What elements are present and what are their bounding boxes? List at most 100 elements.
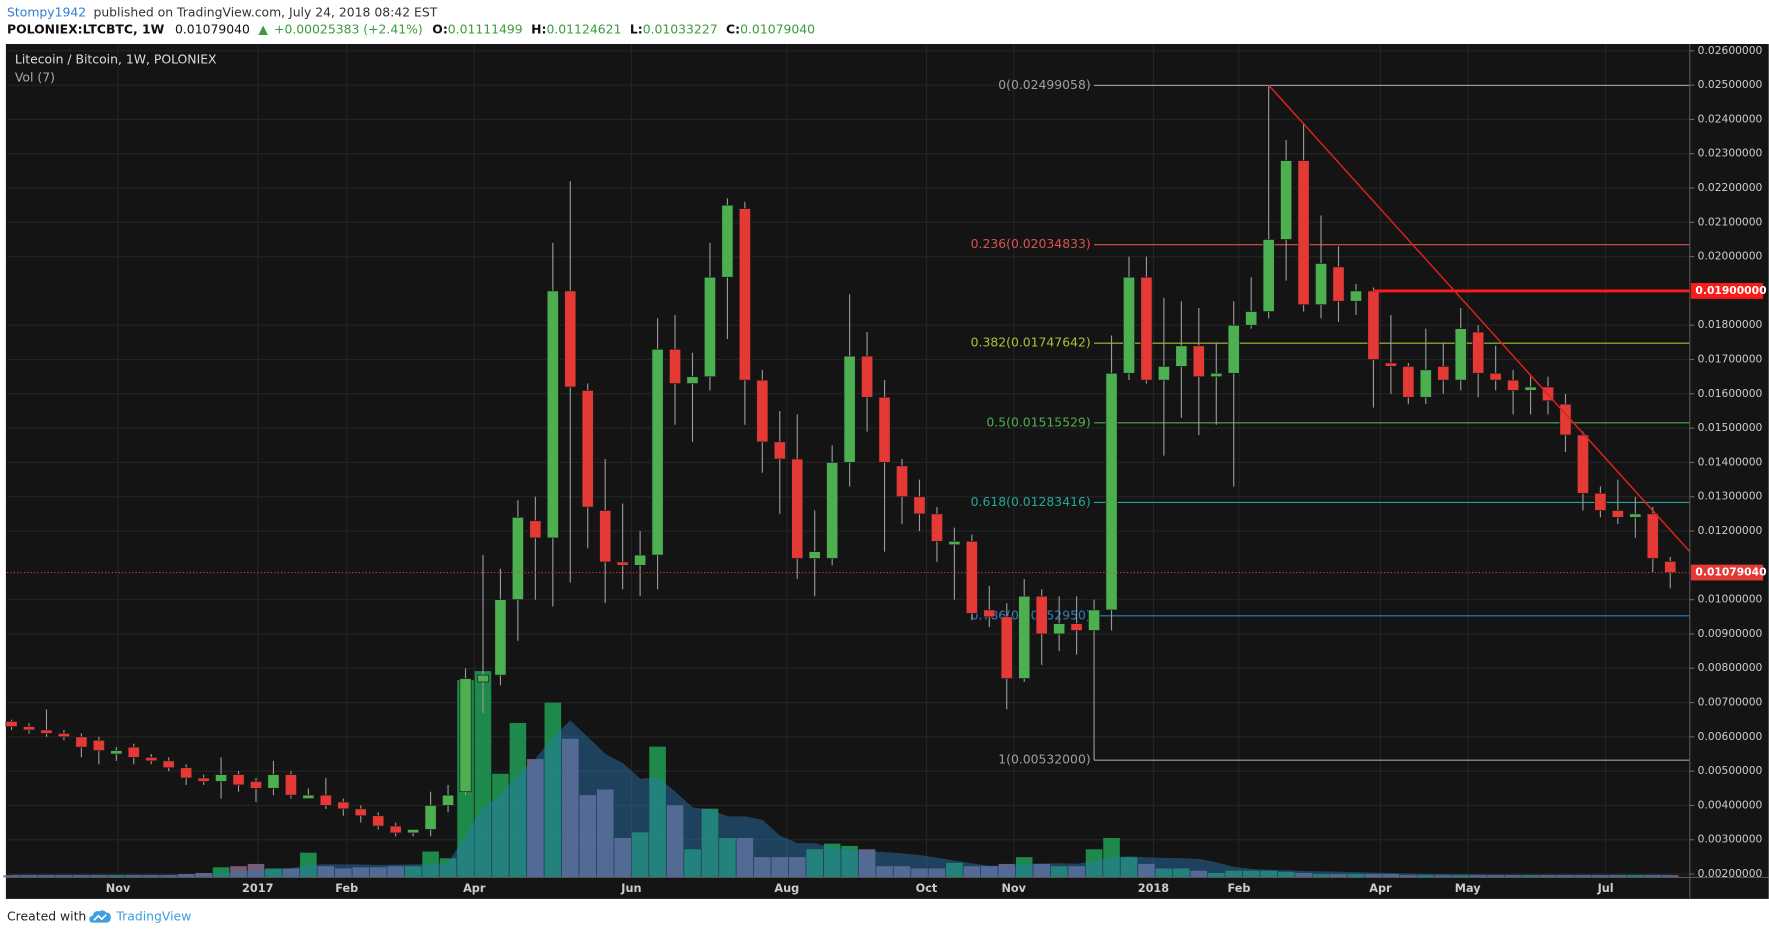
x-tick-label: 2018	[1138, 882, 1170, 895]
candle-body	[354, 808, 367, 817]
candle-body	[721, 204, 734, 278]
volume-bar	[736, 838, 754, 878]
volume-bar	[946, 862, 963, 878]
volume-bar	[1539, 875, 1557, 878]
x-tick-label: Jul	[1597, 882, 1614, 895]
candle-body	[1000, 616, 1013, 679]
volume-bar	[684, 849, 701, 878]
fib-label: 0.236(0.02034833)	[971, 236, 1091, 251]
candle-body	[1419, 369, 1432, 398]
candle-body	[878, 396, 891, 463]
ohlc-value: 0.01124621	[546, 21, 621, 36]
candle-body	[896, 465, 908, 498]
volume-bar	[265, 868, 282, 878]
candle-body	[1629, 513, 1642, 518]
candle-body	[546, 290, 559, 539]
candle-body	[1402, 366, 1415, 398]
volume-bar	[1504, 875, 1522, 878]
candle-body	[930, 513, 943, 542]
y-tick-label: 0.02000000	[1698, 250, 1763, 263]
tradingview-logo[interactable]	[89, 910, 111, 923]
volume-bar	[404, 866, 422, 878]
published: published on TradingView.com, July 24, 2…	[93, 4, 437, 19]
candle-body	[302, 794, 315, 799]
candle-body	[1454, 328, 1467, 381]
x-tick-label: Aug	[774, 882, 799, 895]
candle-body	[75, 736, 88, 748]
candle-body	[861, 355, 874, 398]
x-tick-label: Feb	[1228, 882, 1251, 895]
candle-body	[1175, 345, 1188, 367]
volume-bar	[893, 866, 911, 878]
volume-bar	[1627, 875, 1644, 878]
volume-bar	[1155, 868, 1173, 878]
volume-bar	[841, 845, 858, 878]
volume-bar	[1644, 875, 1662, 878]
candle-body	[634, 554, 647, 566]
candle-body	[127, 746, 140, 758]
ohlc-key: L:	[630, 21, 643, 36]
volume-bar	[55, 875, 73, 878]
volume-bar	[928, 868, 946, 878]
volume-bar	[771, 857, 789, 878]
candle-body	[5, 721, 18, 727]
candle-body	[773, 441, 786, 460]
volume-bar	[1050, 866, 1068, 878]
candle-body	[197, 777, 210, 782]
volume-bar	[1557, 875, 1574, 878]
y-tick-label: 0.01200000	[1698, 524, 1763, 537]
candle-body	[1646, 513, 1659, 559]
volume-bar	[876, 866, 893, 878]
candle-body	[267, 774, 280, 789]
x-tick-label: 2017	[242, 882, 273, 895]
volume-bar	[1609, 875, 1627, 878]
x-tick-label: Feb	[335, 882, 358, 895]
x-tick-label: Oct	[916, 882, 938, 895]
volume-bar	[544, 702, 562, 878]
volume-bar	[474, 671, 492, 878]
volume-bar	[1522, 875, 1539, 878]
candle-body	[1210, 372, 1223, 378]
candle-body	[372, 815, 385, 827]
candle-body	[110, 750, 123, 755]
x-tick-label: Nov	[1001, 882, 1026, 895]
volume-bar	[596, 789, 614, 878]
volume-bar	[247, 863, 265, 878]
candle-body	[250, 781, 262, 789]
x-tick-label: Nov	[106, 882, 131, 895]
volume-bar	[160, 875, 177, 878]
candle-body	[913, 496, 926, 515]
candle-body	[1507, 379, 1520, 391]
volume-bar	[788, 857, 806, 878]
price-label-box	[1690, 564, 1764, 581]
candle-body	[511, 516, 524, 600]
volume-bar	[422, 851, 439, 878]
chart-title: Litecoin / Bitcoin, 1W, POLONIEX	[15, 51, 217, 66]
candle-body	[389, 825, 402, 834]
candle-body	[162, 760, 175, 769]
fib-label: 0(0.02499058)	[998, 77, 1090, 92]
ohlc-value: 0.01079040	[740, 21, 815, 36]
ohlc-key: O:	[432, 21, 447, 36]
footer-brand[interactable]: TradingView	[115, 908, 191, 923]
y-tick-label: 0.02600000	[1698, 44, 1763, 57]
candle-body	[756, 379, 769, 443]
candle-body	[686, 376, 699, 384]
y-tick-label: 0.00700000	[1698, 696, 1763, 709]
volume-legend: Vol (7)	[15, 69, 55, 84]
y-tick-label: 0.00200000	[1698, 867, 1763, 880]
candle-body	[581, 390, 594, 508]
candle-body	[529, 520, 542, 539]
candle-body	[1262, 239, 1275, 312]
candle-body	[1384, 362, 1397, 367]
volume-bar	[1452, 875, 1470, 878]
price-label: 0.01079040	[1695, 566, 1766, 579]
volume-bar	[1242, 870, 1260, 878]
volume-bar	[1277, 871, 1295, 878]
volume-bar	[195, 872, 212, 878]
price: 0.01079040	[175, 21, 250, 36]
author[interactable]: Stompy1942	[7, 4, 86, 19]
volume-bar	[1400, 875, 1417, 878]
volume-bar	[230, 866, 247, 878]
